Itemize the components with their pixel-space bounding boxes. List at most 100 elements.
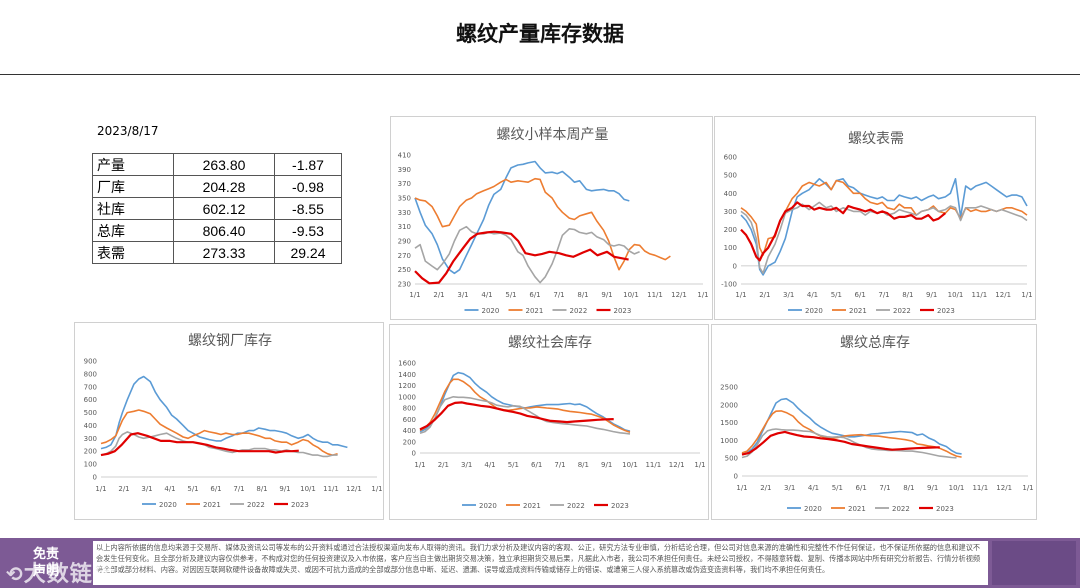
- row-label: 总库: [92, 219, 174, 242]
- y-tick-label: 230: [398, 281, 411, 289]
- x-tick-label: 10/1: [948, 291, 964, 299]
- x-tick-label: 6/1: [856, 484, 867, 492]
- y-tick-label: 300: [724, 208, 737, 216]
- x-tick-label: 10/1: [300, 485, 316, 493]
- y-tick-label: 350: [398, 195, 411, 203]
- table-row: 总库 806.40 -9.53: [92, 219, 342, 242]
- legend-label: 2021: [203, 501, 221, 509]
- x-tick-label: 4/1: [807, 291, 818, 299]
- disclaimer-label-line2: 声明: [32, 564, 59, 579]
- row-value: 602.12: [173, 197, 275, 220]
- chart-panel-total: 螺纹总库存 0 500 1000 1500 2000 2500 1/1 2/1 3/1 4/1 5/1…: [711, 324, 1037, 520]
- x-tick-label: 1/1: [694, 461, 705, 469]
- x-tick-label: 1/1: [414, 461, 425, 469]
- x-tick-label: 4/1: [484, 461, 495, 469]
- row-change: -0.98: [274, 175, 342, 198]
- disclaimer-bar: 免责 声明 以上内容所依据的信息均来源于交易所、媒体及资讯公司等发布的公开资料或…: [0, 538, 1080, 588]
- y-tick-label: 100: [724, 244, 737, 252]
- x-tick-label: 2/1: [760, 484, 771, 492]
- chart-demand: 螺纹表需 -100 0 100 200 300 400 500 600 1/1 2/1 3/1 4/1 5…: [721, 131, 1033, 315]
- x-tick-label: 2/1: [759, 291, 770, 299]
- x-tick-label: 12/1: [671, 291, 687, 299]
- y-tick-label: 500: [725, 455, 738, 463]
- x-tick-label: 5/1: [831, 291, 842, 299]
- y-tick-label: 900: [84, 358, 97, 366]
- series-line-2020: [741, 397, 962, 456]
- x-tick-label: 12/1: [346, 485, 362, 493]
- x-tick-label: 1/1: [1021, 291, 1032, 299]
- x-tick-label: 12/1: [669, 461, 685, 469]
- y-tick-label: 2000: [720, 401, 738, 409]
- chart-total: 螺纹总库存 0 500 1000 1500 2000 2500 1/1 2/1 3/1 4/1 5/1…: [720, 335, 1033, 513]
- row-label: 厂库: [92, 175, 174, 198]
- chart-title: 螺纹表需: [848, 131, 904, 147]
- legend-label: 2022: [892, 505, 910, 513]
- chart-panel-demand: 螺纹表需 -100 0 100 200 300 400 500 600 1/1 2/1 3/1 4/1 5…: [714, 116, 1036, 320]
- chart-title: 螺纹小样本周产量: [497, 127, 609, 143]
- legend-label: 2021: [848, 505, 866, 513]
- x-tick-label: 2/1: [438, 461, 449, 469]
- disclaimer-text: 以上内容所依据的信息均来源于交易所、媒体及资讯公司等发布的公开资料或通过合法授权…: [93, 541, 988, 585]
- x-tick-label: 2/1: [118, 485, 129, 493]
- y-tick-label: 400: [403, 427, 416, 435]
- y-tick-label: 1000: [720, 437, 738, 445]
- chart-panel-social: 螺纹社会库存 0 200 400 600 800 1000 1200 1400 1600 1/1 2/…: [389, 324, 709, 520]
- x-tick-label: 5/1: [505, 291, 516, 299]
- x-tick-label: 6/1: [210, 485, 221, 493]
- x-tick-label: 6/1: [855, 291, 866, 299]
- y-tick-label: 400: [84, 422, 97, 430]
- legend-label: 2022: [567, 502, 585, 510]
- series-line-2023: [741, 430, 940, 456]
- x-tick-label: 11/1: [647, 291, 663, 299]
- x-tick-label: 1/1: [735, 291, 746, 299]
- y-tick-label: 800: [84, 370, 97, 378]
- legend-label: 2022: [893, 307, 911, 315]
- y-tick-label: 2500: [720, 384, 738, 392]
- y-tick-label: 100: [84, 461, 97, 469]
- x-tick-label: 9/1: [927, 484, 938, 492]
- x-tick-label: 1/1: [697, 291, 708, 299]
- row-change: 29.24: [274, 241, 342, 264]
- x-tick-label: 8/1: [903, 484, 914, 492]
- chart-social: 螺纹社会库存 0 200 400 600 800 1000 1200 1400 1600 1/1 2/…: [398, 335, 705, 510]
- row-label: 产量: [92, 153, 174, 176]
- x-tick-label: 1/1: [95, 485, 106, 493]
- x-tick-label: 3/1: [783, 291, 794, 299]
- watermark-text: 大数链接: [23, 562, 116, 587]
- y-tick-label: -100: [721, 281, 737, 289]
- x-tick-label: 5/1: [187, 485, 198, 493]
- x-tick-label: 7/1: [554, 461, 565, 469]
- x-tick-label: 8/1: [577, 291, 588, 299]
- x-tick-label: 7/1: [879, 484, 890, 492]
- legend-label: 2021: [526, 307, 544, 315]
- series-line-2022: [100, 431, 338, 458]
- series-line-2021: [100, 409, 338, 456]
- row-value: 273.33: [173, 241, 275, 264]
- series-line-2021: [741, 410, 962, 458]
- series-line-2023: [740, 201, 946, 262]
- legend-label: 2020: [159, 501, 177, 509]
- x-tick-label: 9/1: [926, 291, 937, 299]
- y-tick-label: 370: [398, 180, 411, 188]
- y-tick-label: 1000: [398, 393, 416, 401]
- x-tick-label: 7/1: [878, 291, 889, 299]
- chart-panel-factory: 螺纹钢厂库存 0 100 200 300 400 500 600 700 800 900 1/1 2/1…: [74, 322, 384, 520]
- x-tick-label: 1/1: [1022, 484, 1033, 492]
- link-icon: ⟲: [6, 562, 24, 586]
- chart-output: 螺纹小样本周产量 230 250 270 290 310 330 350 370 390 410 1/…: [398, 127, 709, 315]
- legend-label: 2020: [805, 307, 823, 315]
- x-tick-label: 1/1: [409, 291, 420, 299]
- y-tick-label: 200: [403, 438, 416, 446]
- y-tick-label: 1500: [720, 419, 738, 427]
- report-date: 2023/8/17: [97, 124, 159, 138]
- x-tick-label: 10/1: [949, 484, 965, 492]
- disclaimer-side-block: [992, 541, 1076, 585]
- legend-label: 2022: [570, 307, 588, 315]
- chart-panel-output: 螺纹小样本周产量 230 250 270 290 310 330 350 370 390 410 1/…: [390, 116, 713, 320]
- y-tick-label: 800: [403, 405, 416, 413]
- chart-title: 螺纹钢厂库存: [188, 333, 272, 349]
- legend-label: 2023: [291, 501, 309, 509]
- title-bar: 螺纹产量库存数据: [0, 0, 1080, 75]
- x-tick-label: 7/1: [553, 291, 564, 299]
- watermark: ⟲大数链接: [6, 556, 116, 588]
